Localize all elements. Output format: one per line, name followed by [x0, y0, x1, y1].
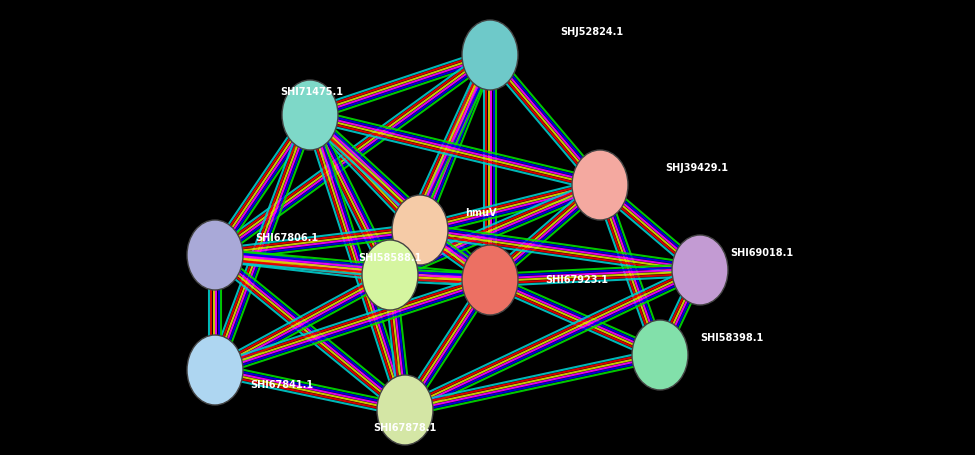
- Ellipse shape: [572, 150, 628, 220]
- Ellipse shape: [187, 335, 243, 405]
- Text: SHJ39429.1: SHJ39429.1: [665, 163, 728, 173]
- Ellipse shape: [462, 20, 518, 90]
- Ellipse shape: [282, 80, 338, 150]
- Ellipse shape: [377, 375, 433, 445]
- Ellipse shape: [672, 235, 728, 305]
- Ellipse shape: [632, 320, 688, 390]
- Text: SHI69018.1: SHI69018.1: [730, 248, 793, 258]
- Text: SHI71475.1: SHI71475.1: [281, 87, 343, 97]
- Text: SHI58398.1: SHI58398.1: [700, 333, 763, 343]
- Text: hmuV: hmuV: [465, 208, 496, 218]
- Text: SHI67806.1: SHI67806.1: [255, 233, 318, 243]
- Ellipse shape: [187, 220, 243, 290]
- Text: SHI67923.1: SHI67923.1: [545, 275, 608, 285]
- Text: SHI58588.1: SHI58588.1: [359, 253, 421, 263]
- Text: SHI67878.1: SHI67878.1: [373, 423, 437, 433]
- Ellipse shape: [392, 195, 448, 265]
- Text: SHJ52824.1: SHJ52824.1: [560, 27, 623, 37]
- Ellipse shape: [462, 245, 518, 315]
- Ellipse shape: [362, 240, 418, 310]
- Text: SHI67841.1: SHI67841.1: [250, 380, 313, 390]
